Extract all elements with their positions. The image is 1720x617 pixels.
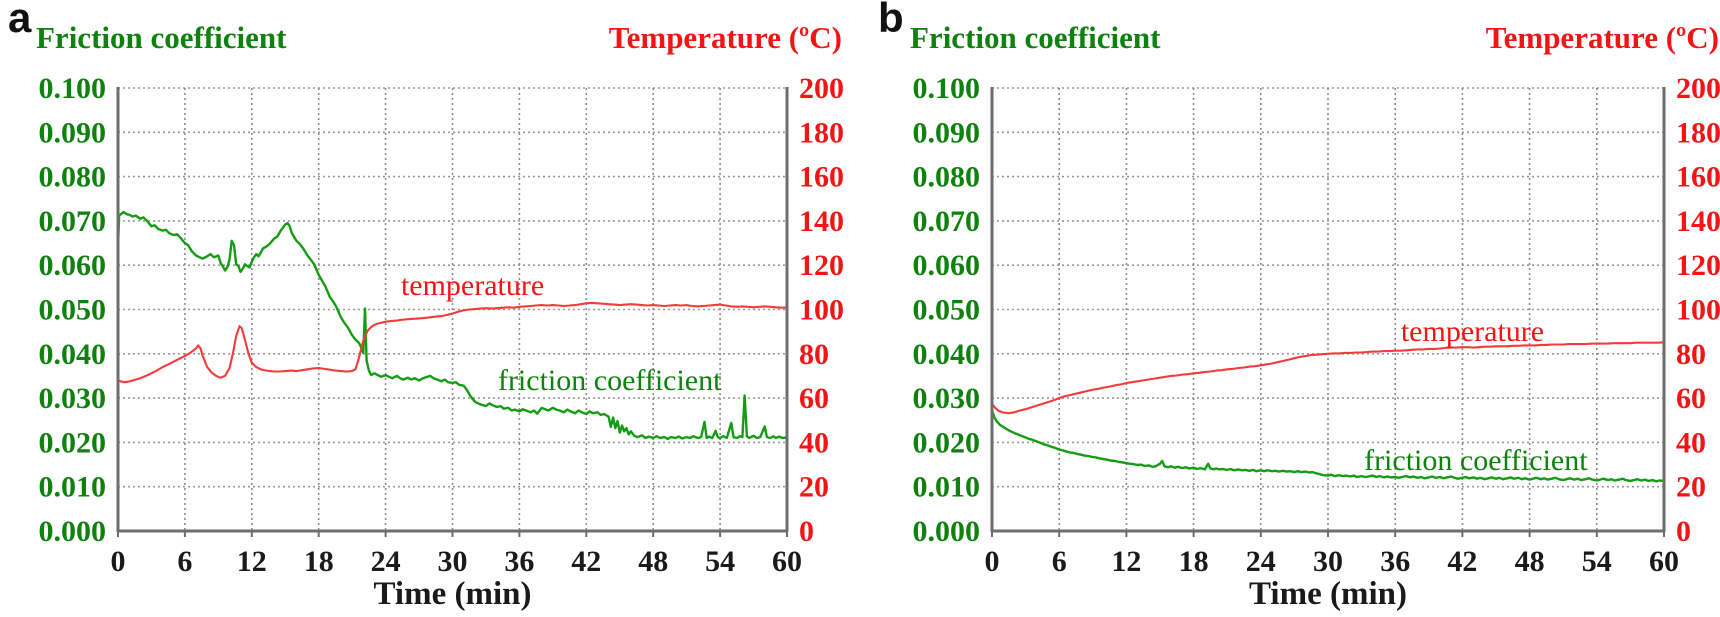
y-left-tick-label: 0.050 bbox=[39, 294, 107, 327]
y-left-tick-label: 0.100 bbox=[39, 72, 107, 105]
plot-area-a: 0.100 0.090 0.080 0.070 0.060 0.050 0.040 0.030… bbox=[39, 72, 845, 578]
annotation-temperature-a: temperature bbox=[401, 269, 544, 302]
y-right-tick-label: 200 bbox=[1676, 72, 1720, 105]
x-tick-label: 0 bbox=[985, 545, 1000, 578]
temperature-curve-b bbox=[990, 341, 1666, 415]
x-tick-label: 42 bbox=[571, 545, 601, 578]
y-left-tick-label: 0.000 bbox=[913, 515, 981, 548]
y-right-tick-label: 20 bbox=[799, 471, 829, 504]
x-tick-label: 18 bbox=[1179, 545, 1209, 578]
y-left-tick-label: 0.060 bbox=[913, 249, 981, 282]
y-left-tick-label: 0.030 bbox=[913, 382, 981, 415]
time-axis-title-b: Time (min) bbox=[1249, 576, 1407, 612]
annotation-friction-coefficient-b: friction coefficient bbox=[1364, 444, 1588, 477]
y-right-tick-label: 40 bbox=[1676, 426, 1706, 459]
temperature-axis-title-b: Temperature (ºC) bbox=[1485, 20, 1719, 55]
x-tick-label: 48 bbox=[638, 545, 668, 578]
y-left-tick-label: 0.090 bbox=[39, 116, 107, 149]
y-right-tick-label: 180 bbox=[799, 116, 844, 149]
friction-coefficient-curve-a bbox=[116, 210, 789, 441]
x-tick-label: 54 bbox=[705, 545, 735, 578]
y-left-tick-label: 0.070 bbox=[913, 205, 981, 238]
x-tick-label: 18 bbox=[304, 545, 334, 578]
x-tick-label: 12 bbox=[1111, 545, 1141, 578]
y-right-tick-label: 180 bbox=[1676, 116, 1720, 149]
x-tick-label: 60 bbox=[1649, 545, 1679, 578]
y-right-tick-label: 20 bbox=[1676, 471, 1706, 504]
panel-a: a Friction coefficient Temperature (ºC) … bbox=[8, 0, 845, 612]
x-tick-label: 36 bbox=[504, 545, 534, 578]
y-right-tick-label: 40 bbox=[799, 426, 829, 459]
y-left-tick-label: 0.010 bbox=[39, 471, 107, 504]
y-left-tick-label: 0.030 bbox=[39, 382, 107, 415]
x-tick-label: 24 bbox=[1246, 545, 1276, 578]
annotation-friction-coefficient-a: friction coefficient bbox=[498, 364, 722, 397]
y-right-tick-label: 100 bbox=[1676, 294, 1720, 327]
y-left-tick-label: 0.020 bbox=[913, 426, 981, 459]
x-tick-label: 48 bbox=[1515, 545, 1545, 578]
y-right-tick-label: 100 bbox=[799, 294, 844, 327]
y-right-tick-label: 160 bbox=[799, 161, 844, 194]
y-left-tick-label: 0.090 bbox=[913, 116, 981, 149]
panel-b: b Friction coefficient Temperature (ºC) … bbox=[860, 0, 1720, 617]
y-right-tick-label: 200 bbox=[799, 72, 844, 105]
y-right-tick-label: 160 bbox=[1676, 161, 1720, 194]
y-left-tick-label: 0.050 bbox=[913, 294, 981, 327]
y-right-tick-label: 0 bbox=[1676, 515, 1691, 548]
friction-axis-title-a: Friction coefficient bbox=[36, 20, 287, 55]
y-right-tick-label: 80 bbox=[1676, 338, 1706, 371]
friction-coefficient-curve-b bbox=[990, 409, 1666, 483]
annotation-temperature-b: temperature bbox=[1401, 315, 1544, 348]
y-left-tick-label: 0.040 bbox=[913, 338, 981, 371]
x-tick-label: 6 bbox=[177, 545, 192, 578]
y-left-tick-label: 0.020 bbox=[39, 426, 107, 459]
temperature-curve-a bbox=[116, 301, 789, 384]
y-left-tick-label: 0.000 bbox=[39, 515, 107, 548]
temperature-axis-title-a: Temperature (ºC) bbox=[608, 20, 842, 55]
time-axis-title-a: Time (min) bbox=[373, 576, 532, 612]
x-tick-label: 6 bbox=[1052, 545, 1067, 578]
x-tick-label: 24 bbox=[371, 545, 401, 578]
y-right-tick-label: 80 bbox=[799, 338, 829, 371]
y-left-tick-label: 0.060 bbox=[39, 249, 107, 282]
y-right-tick-label: 120 bbox=[1676, 249, 1720, 282]
y-right-tick-label: 140 bbox=[799, 205, 844, 238]
x-tick-label: 42 bbox=[1447, 545, 1477, 578]
y-left-tick-label: 0.100 bbox=[913, 72, 981, 105]
y-left-tick-label: 0.040 bbox=[39, 338, 107, 371]
plot-area-b: 0.100 0.090 0.080 0.070 0.060 0.050 0.040 0.030… bbox=[913, 72, 1720, 578]
panel-a-letter: a bbox=[8, 0, 32, 41]
x-tick-label: 30 bbox=[1313, 545, 1343, 578]
x-tick-label: 12 bbox=[237, 545, 267, 578]
y-left-tick-label: 0.070 bbox=[39, 205, 107, 238]
y-right-tick-label: 120 bbox=[799, 249, 844, 282]
y-left-tick-label: 0.010 bbox=[913, 471, 981, 504]
x-tick-label: 54 bbox=[1582, 545, 1612, 578]
x-tick-label: 0 bbox=[111, 545, 126, 578]
y-right-tick-label: 140 bbox=[1676, 205, 1720, 238]
x-tick-label: 60 bbox=[772, 545, 802, 578]
y-right-tick-label: 0 bbox=[799, 515, 814, 548]
y-right-tick-label: 60 bbox=[799, 382, 829, 415]
x-tick-label: 36 bbox=[1380, 545, 1410, 578]
friction-axis-title-b: Friction coefficient bbox=[910, 20, 1161, 55]
y-left-tick-label: 0.080 bbox=[39, 161, 107, 194]
y-left-tick-label: 0.080 bbox=[913, 161, 981, 194]
x-tick-label: 30 bbox=[438, 545, 468, 578]
y-right-tick-label: 60 bbox=[1676, 382, 1706, 415]
panel-b-letter: b bbox=[878, 0, 904, 41]
